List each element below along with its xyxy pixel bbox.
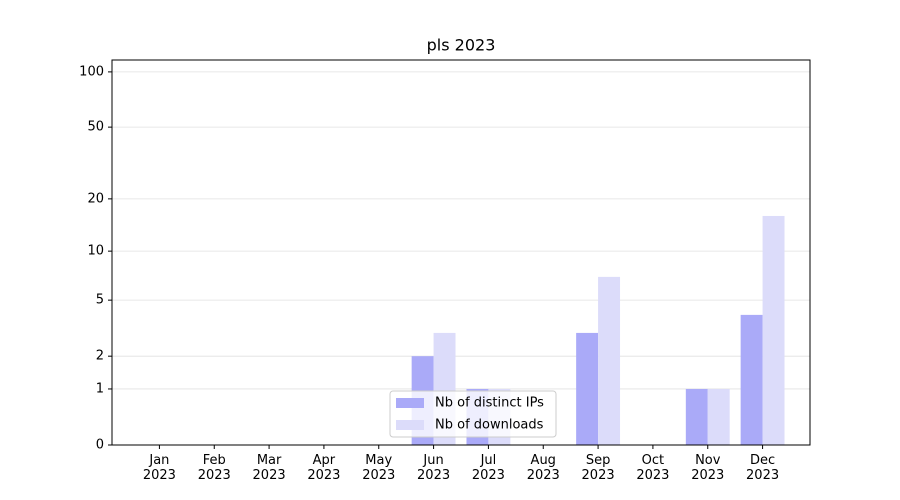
x-tick-label: Jun 2023 bbox=[417, 453, 451, 483]
chart-title: pls 2023 bbox=[427, 36, 496, 55]
y-tick-label: 100 bbox=[79, 64, 104, 79]
plot-frame bbox=[111, 59, 811, 446]
legend-label: Nb of distinct IPs bbox=[435, 396, 544, 411]
y-tick-label: 10 bbox=[87, 244, 104, 259]
bar bbox=[685, 388, 708, 445]
x-tick-label: Oct 2023 bbox=[636, 453, 670, 483]
y-tick-label: 20 bbox=[87, 191, 104, 206]
legend-swatch bbox=[396, 420, 424, 430]
bar bbox=[598, 276, 621, 445]
y-tick-label: 0 bbox=[96, 438, 104, 453]
legend: Nb of distinct IPs Nb of downloads bbox=[389, 390, 557, 438]
x-tick-label: Sep 2023 bbox=[581, 453, 615, 483]
bar bbox=[740, 314, 763, 445]
x-tick-label: Jan 2023 bbox=[142, 453, 176, 483]
x-tick-label: Feb 2023 bbox=[197, 453, 231, 483]
bar bbox=[762, 215, 785, 445]
bar bbox=[707, 388, 730, 445]
x-tick-label: Jul 2023 bbox=[471, 453, 505, 483]
x-tick-label: Apr 2023 bbox=[307, 453, 341, 483]
x-tick-label: Mar 2023 bbox=[252, 453, 286, 483]
x-tick-label: May 2023 bbox=[362, 453, 396, 483]
legend-box bbox=[389, 390, 557, 438]
x-tick-label: Aug 2023 bbox=[526, 453, 560, 483]
x-tick-label: Nov 2023 bbox=[691, 453, 725, 483]
bar bbox=[576, 332, 599, 445]
y-tick-label: 5 bbox=[96, 293, 104, 308]
y-tick-label: 2 bbox=[96, 349, 104, 364]
legend-swatch bbox=[396, 398, 424, 408]
legend-label: Nb of downloads bbox=[435, 418, 544, 433]
x-tick-label: Dec 2023 bbox=[746, 453, 780, 483]
y-tick-label: 1 bbox=[96, 381, 104, 396]
y-tick-label: 50 bbox=[87, 120, 104, 135]
